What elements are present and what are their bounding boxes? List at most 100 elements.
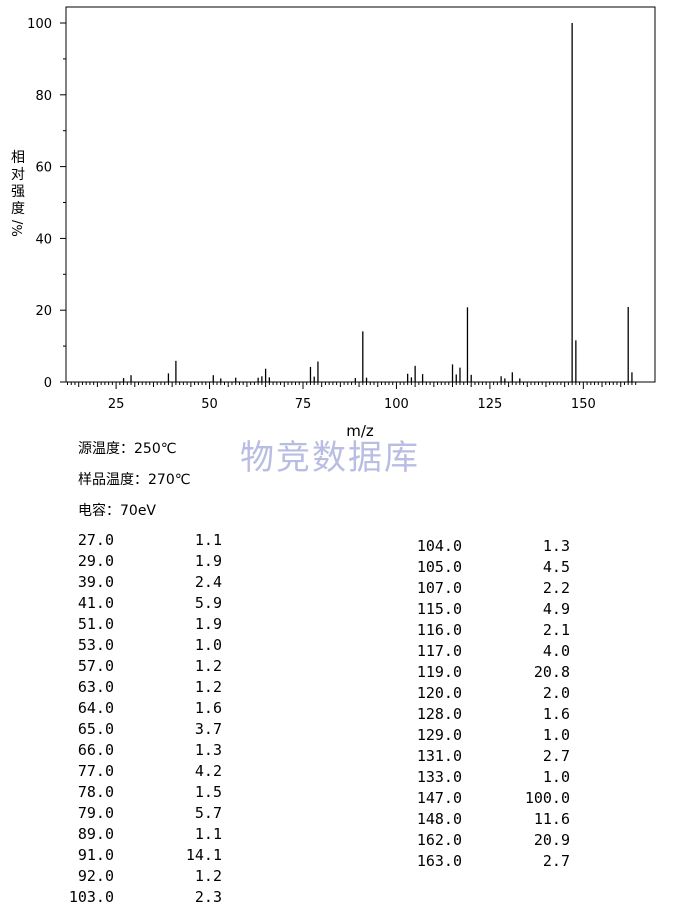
peak-row: 57.0 1.2 xyxy=(56,656,222,677)
peak-abundance: 2.7 xyxy=(542,852,570,870)
plot-frame xyxy=(65,6,656,383)
peak-mz: 120.0 xyxy=(416,684,462,702)
peak-mz: 64.0 xyxy=(77,699,114,717)
x-tick-label: 75 xyxy=(295,397,312,412)
x-axis-label: m/z xyxy=(346,422,374,440)
peak-row: 116.0 2.1 xyxy=(404,620,570,641)
peak-abundance: 2.0 xyxy=(542,684,570,702)
peak-mz: 77.0 xyxy=(77,762,114,780)
y-axis-label: 相 对 强 度 %/ xyxy=(8,150,28,237)
peak-abundance: 4.9 xyxy=(542,600,570,618)
peak-row: 128.0 1.6 xyxy=(404,704,570,725)
peak-mz: 91.0 xyxy=(77,846,114,864)
peak-mz: 89.0 xyxy=(77,825,114,843)
peak-abundance: 100.0 xyxy=(524,789,570,807)
watermark: 物竞数据库 xyxy=(240,438,420,478)
peak-abundance: 4.0 xyxy=(542,642,570,660)
peak-abundance: 1.3 xyxy=(194,741,222,759)
peak-mz: 107.0 xyxy=(416,579,462,597)
x-tick-label: 125 xyxy=(477,397,502,412)
source-temperature: 源温度：250℃ xyxy=(78,441,177,457)
peak-row: 147.0 100.0 xyxy=(404,788,570,809)
peak-mz: 163.0 xyxy=(416,852,462,870)
peak-mz: 41.0 xyxy=(77,594,114,612)
peak-row: 39.0 2.4 xyxy=(56,572,222,593)
peak-abundance: 2.7 xyxy=(542,747,570,765)
peak-abundance: 1.9 xyxy=(194,552,222,570)
peak-row: 41.0 5.9 xyxy=(56,593,222,614)
peak-mz: 128.0 xyxy=(416,705,462,723)
peak-abundance: 2.1 xyxy=(542,621,570,639)
mass-spectrum-chart: 0 20 40 60 80 100 25 50 75 100 125 150 m/z xyxy=(27,6,656,440)
peak-row: 105.0 4.5 xyxy=(404,557,570,578)
peak-row: 92.0 1.2 xyxy=(56,866,222,887)
peak-row: 66.0 1.3 xyxy=(56,740,222,761)
peak-mz: 103.0 xyxy=(68,888,114,906)
peak-abundance: 1.2 xyxy=(194,678,222,696)
peak-abundance: 1.0 xyxy=(542,768,570,786)
peak-mz: 65.0 xyxy=(77,720,114,738)
peak-row: 117.0 4.0 xyxy=(404,641,570,662)
x-tick-label: 150 xyxy=(571,397,596,412)
peak-row: 79.0 5.7 xyxy=(56,803,222,824)
peak-mz: 92.0 xyxy=(77,867,114,885)
peak-abundance: 20.8 xyxy=(533,663,570,681)
x-tick-label: 50 xyxy=(201,397,218,412)
x-tick-label: 25 xyxy=(108,397,125,412)
peak-row: 91.0 14.1 xyxy=(56,845,222,866)
y-tick-label: 20 xyxy=(35,304,52,319)
sample-temperature: 样品温度：270℃ xyxy=(78,472,191,488)
peak-abundance: 1.5 xyxy=(194,783,222,801)
peak-mz: 133.0 xyxy=(416,768,462,786)
peak-mz: 51.0 xyxy=(77,615,114,633)
peak-mz: 162.0 xyxy=(416,831,462,849)
y-tick-label: 60 xyxy=(35,161,52,176)
peak-mz: 104.0 xyxy=(416,537,462,555)
peak-row: 78.0 1.5 xyxy=(56,782,222,803)
peak-row: 89.0 1.1 xyxy=(56,824,222,845)
peak-row: 163.0 2.7 xyxy=(404,851,570,872)
peak-abundance: 11.6 xyxy=(533,810,570,828)
peak-mz: 63.0 xyxy=(77,678,114,696)
peak-mz: 53.0 xyxy=(77,636,114,654)
peak-abundance: 2.4 xyxy=(194,573,222,591)
peak-row: 120.0 2.0 xyxy=(404,683,570,704)
peak-abundance: 1.2 xyxy=(194,867,222,885)
y-axis-label-char: 度 xyxy=(11,201,25,217)
peak-mz: 66.0 xyxy=(77,741,114,759)
peak-abundance: 20.9 xyxy=(533,831,570,849)
peak-abundance: 14.1 xyxy=(185,846,222,864)
y-axis-label-char: 强 xyxy=(11,184,25,200)
peak-mz: 27.0 xyxy=(77,531,114,549)
peak-row: 103.0 2.3 xyxy=(56,887,222,908)
peak-abundance: 4.2 xyxy=(194,762,222,780)
peak-abundance: 1.3 xyxy=(542,537,570,555)
peak-mz: 39.0 xyxy=(77,573,114,591)
peak-row: 129.0 1.0 xyxy=(404,725,570,746)
peak-mz: 119.0 xyxy=(416,663,462,681)
peak-mz: 105.0 xyxy=(416,558,462,576)
peak-abundance: 1.2 xyxy=(194,657,222,675)
peak-mz: 79.0 xyxy=(77,804,114,822)
y-tick-label: 80 xyxy=(35,89,52,104)
peak-row: 133.0 1.0 xyxy=(404,767,570,788)
peak-abundance: 1.0 xyxy=(542,726,570,744)
peak-abundance: 4.5 xyxy=(542,558,570,576)
ionization-energy: 电容：70eV xyxy=(78,503,157,519)
peak-abundance: 1.0 xyxy=(194,636,222,654)
y-tick-label: 0 xyxy=(44,376,52,391)
peak-mz: 148.0 xyxy=(416,810,462,828)
peak-row: 63.0 1.2 xyxy=(56,677,222,698)
peak-abundance: 5.9 xyxy=(194,594,222,612)
x-tick-label: 100 xyxy=(384,397,409,412)
peak-mz: 115.0 xyxy=(416,600,462,618)
peak-mz: 57.0 xyxy=(77,657,114,675)
peak-row: 27.0 1.1 xyxy=(56,530,222,551)
peak-row: 119.0 20.8 xyxy=(404,662,570,683)
y-tick-label: 100 xyxy=(27,17,52,32)
peak-abundance: 5.7 xyxy=(194,804,222,822)
peak-row: 64.0 1.6 xyxy=(56,698,222,719)
y-axis-label-char: 相 xyxy=(11,150,25,166)
peak-abundance: 2.3 xyxy=(194,888,222,906)
peak-row: 29.0 1.9 xyxy=(56,551,222,572)
